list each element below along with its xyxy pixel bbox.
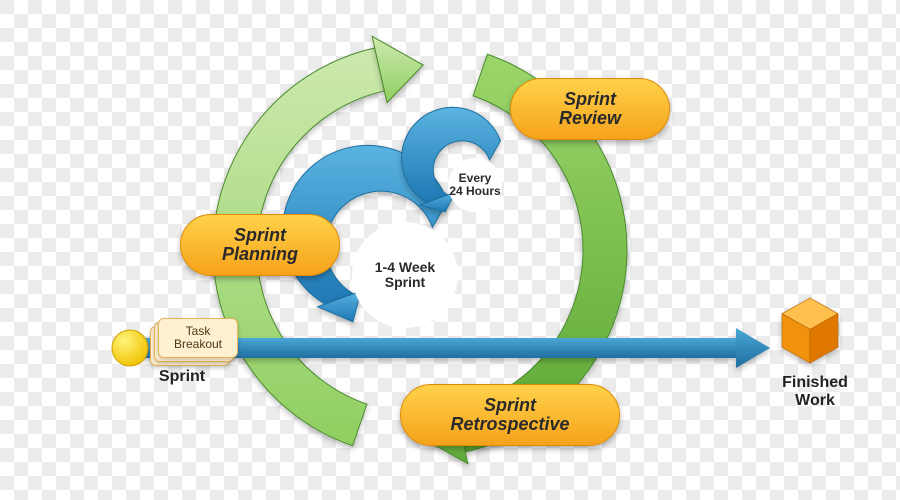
finished-work-cube <box>782 298 838 363</box>
finished-line1: Finished <box>782 374 848 391</box>
sprint-duration-label: 1-4 WeekSprint <box>352 222 458 328</box>
timeline-start-dot <box>112 330 148 366</box>
finished-work-label: Finished Work <box>760 374 870 410</box>
daily-frequency-label: Every24 Hours <box>448 158 502 212</box>
sprint-backlog-label: Sprint <box>132 368 232 386</box>
finished-line2: Work <box>795 392 835 409</box>
task-breakout-card: TaskBreakout <box>158 318 238 358</box>
sprint-planning-pill: SprintPlanning <box>180 214 340 276</box>
sprint-retrospective-pill: SprintRetrospective <box>400 384 620 446</box>
sprint-review-pill: SprintReview <box>510 78 670 140</box>
